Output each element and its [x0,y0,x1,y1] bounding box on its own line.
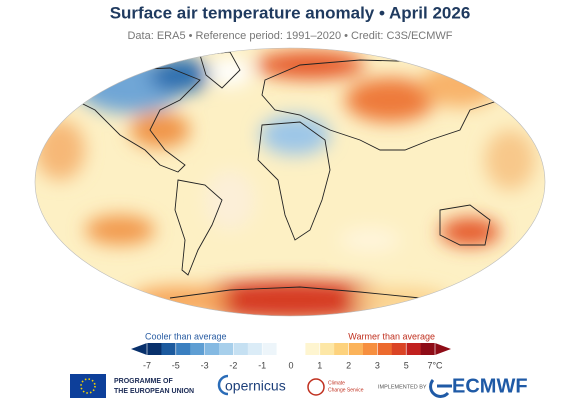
cooler-label: Cooler than average [145,331,227,341]
colorbar-swatch [420,343,436,355]
colorbar-tick-label: 1 [317,360,322,370]
colorbar-swatch [363,343,378,355]
colorbar-swatch [348,343,364,355]
colorbar-tick-label: 2 [346,360,351,370]
colorbar-tick-label: -1 [258,360,266,370]
colorbar-swatch [334,343,349,355]
globe-outline [34,47,546,317]
colorbar-swatch [276,343,292,355]
ecmwf-text: ECMWF [452,375,528,397]
c3s-logo [307,378,325,396]
c3s-text: Climate [328,380,345,386]
anomaly-field [35,51,535,316]
map [35,48,545,316]
eu-stars [80,378,96,394]
colorbar-swatch [305,343,321,355]
colorbar-tick-label: -7 [143,360,151,370]
colorbar-arrow [435,343,451,355]
eu-text: THE EUROPEAN UNION [114,388,194,395]
c3s-text: Change Service [328,387,364,393]
colorbar: -7 -5 -3 -2 -1 0 1 2 3 5 7°C [131,343,451,370]
colorbar-tick-label: 3 [375,360,380,370]
colorbar-swatch [161,343,177,355]
copernicus-logo [217,374,229,396]
colorbar-swatch [204,343,220,355]
colorbar-swatch [291,343,306,355]
colorbar-tick-label: 7°C [427,360,443,370]
colorbar-tick-label: 0 [288,360,293,370]
copernicus-text: opernicus [225,378,286,394]
colorbar-arrow [131,343,147,355]
colorbar-swatch [147,343,162,355]
colorbar-swatch [262,343,277,355]
footer: PROGRAMME OF THE EUROPEAN UNION opernicu… [70,374,528,398]
colorbar-swatch [247,343,263,355]
eu-flag [70,374,106,398]
colorbar-swatch [190,343,205,355]
colorbar-tick-label: -5 [172,360,180,370]
colorbar-swatch [219,343,234,355]
colorbar-swatch [319,343,335,355]
implemented-text: IMPLEMENTED BY [378,384,427,390]
colorbar-swatch [233,343,249,355]
colorbar-swatch [377,343,393,355]
ecmwf-logo [429,379,452,398]
subtitle: Data: ERA5 • Reference period: 1991–2020… [127,30,452,42]
colorbar-swatch [175,343,191,355]
colorbar-tick-label: 5 [404,360,409,370]
colorbar-tick-label: -2 [229,360,237,370]
eu-text: PROGRAMME OF [114,378,173,385]
colorbar-tick-label: -3 [201,360,209,370]
warmer-label: Warmer than average [348,331,435,341]
colorbar-swatch [406,343,421,355]
title: Surface air temperature anomaly • April … [110,3,471,22]
colorbar-swatch [391,343,407,355]
